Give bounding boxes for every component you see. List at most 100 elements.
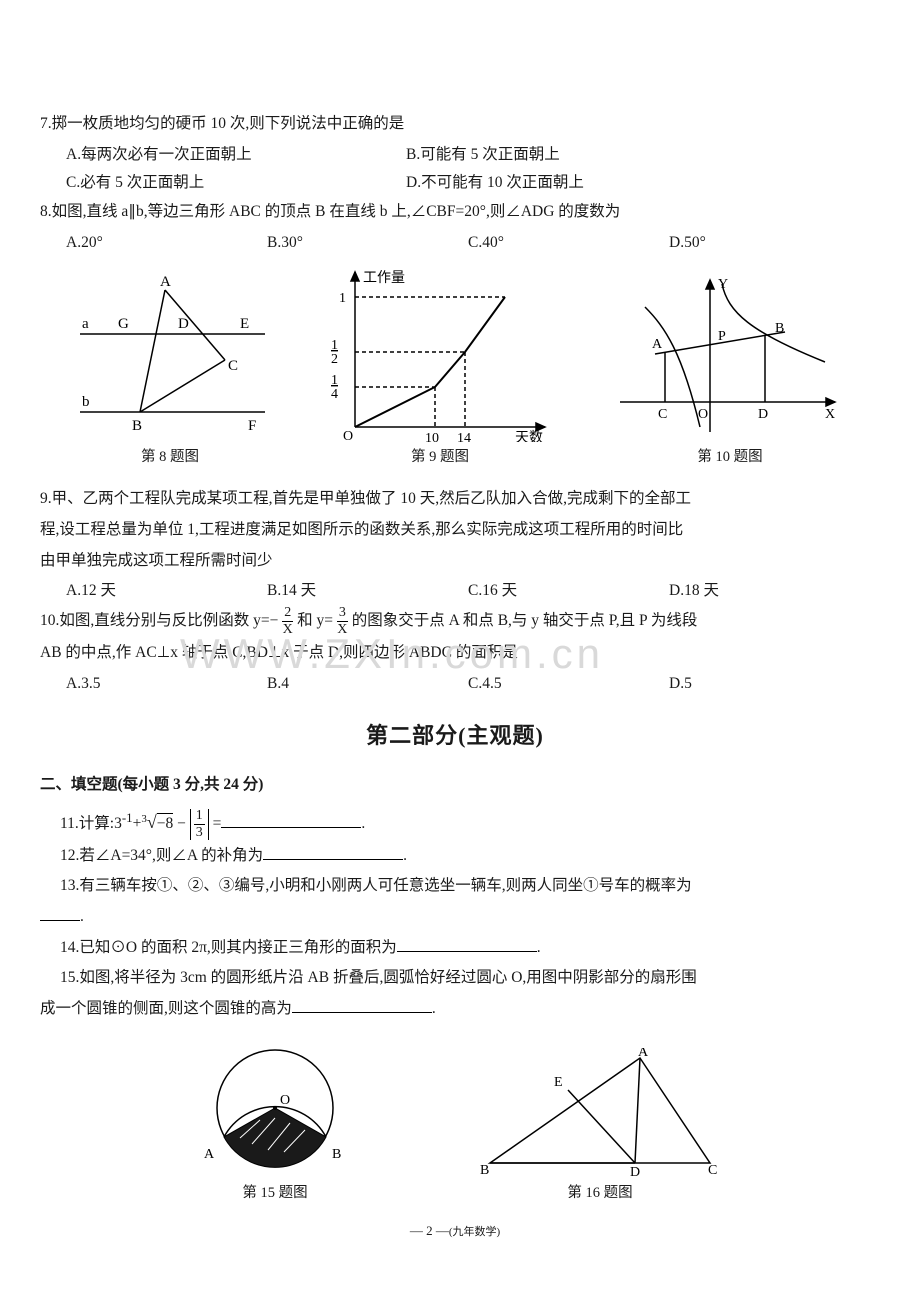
fill-head: 二、填空题(每小题 3 分,共 24 分) bbox=[40, 771, 870, 800]
fig16: A B C D E 第 16 题图 bbox=[470, 1048, 730, 1207]
q10-frac2: 3X bbox=[337, 606, 348, 637]
q10-post: 的图象交于点 A 和点 B,与 y 轴交于点 P,且 P 为线段 bbox=[352, 612, 698, 629]
svg-text:D: D bbox=[178, 316, 189, 332]
q8-options: A.20° B.30° C.40° D.50° bbox=[40, 229, 870, 258]
q15-l1: 15.如图,将半径为 3cm 的圆形纸片沿 AB 折叠后,圆弧恰好经过圆心 O,… bbox=[40, 964, 870, 993]
q10-l1: 10.如图,直线分别与反比例函数 y=− 2X 和 y= 3X 的图象交于点 A… bbox=[40, 606, 870, 637]
q10-pre: 10.如图,直线分别与反比例函数 y=− bbox=[40, 612, 278, 629]
q11-blank bbox=[221, 811, 361, 828]
svg-text:O: O bbox=[280, 1093, 290, 1108]
q11-abs: 13 bbox=[190, 809, 209, 840]
footer-note: (九年数学) bbox=[449, 1226, 500, 1238]
page-footer: — 2 —(九年数学) bbox=[40, 1219, 870, 1243]
q10-optB: B.4 bbox=[267, 670, 468, 699]
svg-text:b: b bbox=[82, 394, 90, 410]
q9-optC: C.16 天 bbox=[468, 577, 669, 606]
q7-stem: 7.掷一枚质地均匀的硬币 10 次,则下列说法中正确的是 bbox=[40, 110, 870, 139]
fig9: 工作量 1 1 2 1 4 O 10 14 天数 第 9 题图 bbox=[315, 267, 565, 471]
svg-text:C: C bbox=[658, 407, 667, 422]
svg-text:1: 1 bbox=[331, 373, 338, 388]
q9-optA: A.12 天 bbox=[66, 577, 267, 606]
fig16-label: 第 16 题图 bbox=[470, 1180, 730, 1207]
svg-text:a: a bbox=[82, 316, 89, 332]
fig10: Y X A B P C O D 第 10 题图 bbox=[610, 272, 850, 471]
q11-eq: = bbox=[213, 815, 222, 832]
svg-text:O: O bbox=[343, 429, 353, 442]
q7-optD: D.不可能有 10 次正面朝上 bbox=[406, 169, 746, 198]
q7-optC: C.必有 5 次正面朝上 bbox=[66, 169, 406, 198]
q9-l1: 9.甲、乙两个工程队完成某项工程,首先是甲单独做了 10 天,然后乙队加入合做,… bbox=[40, 485, 870, 514]
q11-minus: − bbox=[173, 815, 190, 832]
svg-text:B: B bbox=[332, 1147, 341, 1162]
fig8-svg: a b A G D E C B F bbox=[70, 272, 270, 442]
svg-text:C: C bbox=[708, 1163, 717, 1178]
exam-page: WWW.ZXIn.com.cn 7.掷一枚质地均匀的硬币 10 次,则下列说法中… bbox=[0, 0, 920, 1302]
q11-radicand: −8 bbox=[157, 813, 174, 832]
q7-optA: A.每两次必有一次正面朝上 bbox=[66, 141, 406, 170]
fig15: O A B 第 15 题图 bbox=[180, 1038, 370, 1207]
svg-text:10: 10 bbox=[425, 431, 439, 442]
svg-text:B: B bbox=[132, 418, 142, 434]
svg-text:D: D bbox=[630, 1165, 640, 1178]
q15-period: . bbox=[432, 1000, 436, 1017]
svg-text:2: 2 bbox=[331, 352, 338, 367]
q10-options: A.3.5 B.4 C.4.5 D.5 bbox=[40, 670, 870, 699]
q9-l2: 程,设工程总量为单位 1,工程进度满足如图所示的函数关系,那么实际完成这项工程所… bbox=[40, 516, 870, 545]
q10-optA: A.3.5 bbox=[66, 670, 267, 699]
fig9-svg: 工作量 1 1 2 1 4 O 10 14 天数 bbox=[315, 267, 565, 442]
svg-text:O: O bbox=[698, 407, 708, 422]
q15-l2: 成一个圆锥的侧面,则这个圆锥的高为. bbox=[40, 995, 870, 1024]
footer-page: — 2 — bbox=[410, 1223, 449, 1238]
q8-optB: B.30° bbox=[267, 229, 468, 258]
svg-text:B: B bbox=[775, 321, 784, 336]
q10-optD: D.5 bbox=[669, 670, 870, 699]
fig8-label: 第 8 题图 bbox=[70, 444, 270, 471]
q11-pre: 11.计算:3 bbox=[60, 815, 122, 832]
svg-text:P: P bbox=[718, 329, 726, 344]
svg-text:C: C bbox=[228, 358, 238, 374]
q9-options: A.12 天 B.14 天 C.16 天 D.18 天 bbox=[40, 577, 870, 606]
svg-text:工作量: 工作量 bbox=[363, 270, 405, 286]
svg-text:E: E bbox=[240, 316, 249, 332]
fig10-svg: Y X A B P C O D bbox=[610, 272, 850, 442]
fig10-label: 第 10 题图 bbox=[610, 444, 850, 471]
q7-row2: C.必有 5 次正面朝上 D.不可能有 10 次正面朝上 bbox=[40, 169, 870, 198]
q10-l2: AB 的中点,作 AC⊥x 轴于点 C,BD⊥x 于点 D,则四边形 ABDC … bbox=[40, 639, 870, 668]
q11-period: . bbox=[361, 815, 365, 832]
q11-exp: -1 bbox=[122, 810, 133, 825]
svg-text:A: A bbox=[638, 1048, 649, 1060]
svg-text:A: A bbox=[160, 274, 171, 290]
q10-optC: C.4.5 bbox=[468, 670, 669, 699]
q9-optD: D.18 天 bbox=[669, 577, 870, 606]
q7-optB: B.可能有 5 次正面朝上 bbox=[406, 141, 746, 170]
q8-optD: D.50° bbox=[669, 229, 870, 258]
section2-title: 第二部分(主观题) bbox=[40, 716, 870, 757]
q8-optC: C.40° bbox=[468, 229, 669, 258]
figure-row-1: a b A G D E C B F 第 8 题图 bbox=[70, 267, 850, 471]
svg-text:G: G bbox=[118, 316, 129, 332]
q15-blank bbox=[292, 997, 432, 1014]
svg-text:X: X bbox=[825, 407, 835, 422]
fig8: a b A G D E C B F 第 8 题图 bbox=[70, 272, 270, 471]
q12-period: . bbox=[403, 847, 407, 864]
svg-text:1: 1 bbox=[331, 338, 338, 353]
fig15-svg: O A B bbox=[180, 1038, 370, 1178]
q14-text: 14.已知⊙O 的面积 2π,则其内接正三角形的面积为 bbox=[60, 939, 397, 956]
svg-text:E: E bbox=[554, 1075, 563, 1090]
q14-blank bbox=[397, 935, 537, 952]
fig9-label: 第 9 题图 bbox=[315, 444, 565, 471]
q10-mid: 和 y= bbox=[297, 612, 333, 629]
q13-period: . bbox=[80, 908, 84, 925]
q7-row1: A.每两次必有一次正面朝上 B.可能有 5 次正面朝上 bbox=[40, 141, 870, 170]
q12-blank bbox=[263, 843, 403, 860]
fig15-label: 第 15 题图 bbox=[180, 1180, 370, 1207]
q13: 13.有三辆车按①、②、③编号,小明和小刚两人可任意选坐一辆车,则两人同坐①号车… bbox=[40, 872, 870, 901]
svg-text:天数: 天数 bbox=[515, 430, 543, 442]
q13-text: 13.有三辆车按①、②、③编号,小明和小刚两人可任意选坐一辆车,则两人同坐①号车… bbox=[60, 877, 692, 894]
svg-text:A: A bbox=[204, 1147, 215, 1162]
q11: 11.计算:3-1+3√−8 − 13 =. bbox=[40, 806, 870, 840]
q12-text: 12.若∠A=34°,则∠A 的补角为 bbox=[60, 847, 263, 864]
svg-text:4: 4 bbox=[331, 387, 338, 402]
svg-text:1: 1 bbox=[339, 291, 346, 306]
svg-text:D: D bbox=[758, 407, 768, 422]
